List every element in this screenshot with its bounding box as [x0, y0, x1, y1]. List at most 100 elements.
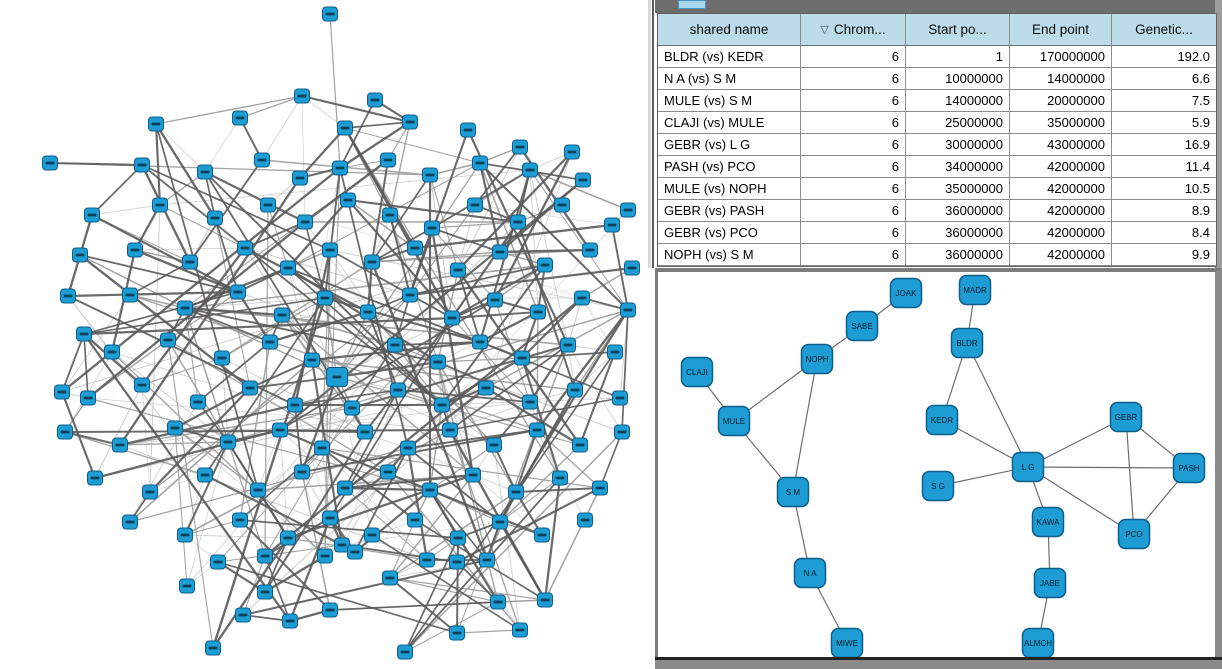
table-scrollbar-track[interactable] — [1215, 0, 1222, 268]
cell-value[interactable]: 5.9 — [1112, 112, 1216, 134]
subnetwork-nodes[interactable]: JOAK SABE NOPH CLAJI MULE S M N A MIWE MADR BLDR K… — [680, 274, 1206, 658]
table-row[interactable]: N A (vs) S M 6 10000000 14000000 6.6 — [658, 68, 1216, 90]
cell-value[interactable]: 6 — [801, 90, 906, 112]
subnetwork-node-mule[interactable]: MULE — [717, 405, 751, 437]
column-header-chrom-[interactable]: ▽ Chrom... — [801, 14, 906, 46]
cell-shared-name[interactable]: NOPH (vs) S M — [658, 244, 801, 266]
subnetwork-edge[interactable] — [1027, 416, 1127, 468]
table-top-tab[interactable] — [678, 0, 706, 9]
cell-value[interactable]: 10000000 — [906, 68, 1010, 90]
subnetwork-edge[interactable] — [1027, 466, 1190, 469]
cell-value[interactable]: 192.0 — [1112, 46, 1216, 68]
cell-value[interactable]: 170000000 — [1010, 46, 1112, 68]
cell-value[interactable]: 6 — [801, 200, 906, 222]
table-row[interactable]: GEBR (vs) PASH 6 36000000 42000000 8.9 — [658, 200, 1216, 222]
cell-value[interactable]: 35000000 — [1010, 112, 1112, 134]
column-header-end-point[interactable]: End point — [1010, 14, 1112, 46]
cell-value[interactable]: 10.5 — [1112, 178, 1216, 200]
cell-shared-name[interactable]: GEBR (vs) PCO — [658, 222, 801, 244]
table-row[interactable]: CLAJI (vs) MULE 6 25000000 35000000 5.9 — [658, 112, 1216, 134]
subnetwork-node-kawa[interactable]: KAWA — [1031, 506, 1065, 538]
subnetwork-node-kedr[interactable]: KEDR — [925, 404, 959, 436]
subnetwork-node-claji[interactable]: CLAJI — [680, 356, 714, 388]
cell-value[interactable]: 14000000 — [1010, 68, 1112, 90]
cell-value[interactable]: 35000000 — [906, 178, 1010, 200]
subnetwork-node-l-g[interactable]: L G — [1011, 451, 1045, 483]
cell-value[interactable]: 20000000 — [1010, 90, 1112, 112]
cell-shared-name[interactable]: MULE (vs) S M — [658, 90, 801, 112]
cell-value[interactable]: 42000000 — [1010, 156, 1112, 178]
subnetwork-edge[interactable] — [1027, 466, 1135, 535]
cell-shared-name[interactable]: BLDR (vs) KEDR — [658, 46, 801, 68]
cell-value[interactable]: 1 — [906, 46, 1010, 68]
subnetwork-node-sabe[interactable]: SABE — [845, 310, 879, 342]
cell-value[interactable]: 8.9 — [1112, 200, 1216, 222]
cell-value[interactable]: 42000000 — [1010, 222, 1112, 244]
subnetwork-node-s-m[interactable]: S M — [776, 476, 810, 508]
column-header-genetic-[interactable]: Genetic... — [1112, 14, 1216, 46]
subnetwork-node-s-g[interactable]: S G — [921, 470, 955, 502]
cell-shared-name[interactable]: GEBR (vs) PASH — [658, 200, 801, 222]
cell-value[interactable]: 36000000 — [906, 222, 1010, 244]
cell-value[interactable]: 34000000 — [906, 156, 1010, 178]
network-edges[interactable] — [49, 13, 633, 653]
subnetwork-node-bldr[interactable]: BLDR — [950, 327, 984, 359]
subnetwork-node-noph[interactable]: NOPH — [800, 343, 834, 375]
table-row[interactable]: GEBR (vs) PCO 6 36000000 42000000 8.4 — [658, 222, 1216, 244]
sort-descending-icon[interactable]: ▽ — [820, 24, 829, 36]
cell-value[interactable]: 16.9 — [1112, 134, 1216, 156]
subnetwork-node-almch[interactable]: ALMCH — [1021, 627, 1055, 658]
subnetwork-canvas[interactable]: JOAK SABE NOPH CLAJI MULE S M N A MIWE MADR BLDR K… — [658, 272, 1215, 657]
column-header-start-po-[interactable]: Start po... — [906, 14, 1010, 46]
cell-value[interactable]: 7.5 — [1112, 90, 1216, 112]
cell-value[interactable]: 36000000 — [906, 244, 1010, 266]
subnetwork-edge[interactable] — [792, 358, 818, 493]
cell-value[interactable]: 11.4 — [1112, 156, 1216, 178]
subnetwork-edges[interactable] — [696, 289, 1190, 644]
subnetwork-node-madr[interactable]: MADR — [958, 274, 992, 306]
cell-shared-name[interactable]: GEBR (vs) L G — [658, 134, 801, 156]
cell-value[interactable]: 6 — [801, 244, 906, 266]
table-row[interactable]: GEBR (vs) L G 6 30000000 43000000 16.9 — [658, 134, 1216, 156]
main-network-canvas[interactable] — [0, 0, 650, 669]
cell-value[interactable]: 6 — [801, 222, 906, 244]
cell-shared-name[interactable]: PASH (vs) PCO — [658, 156, 801, 178]
cell-value[interactable]: 42000000 — [1010, 244, 1112, 266]
cell-value[interactable]: 6.6 — [1112, 68, 1216, 90]
cell-shared-name[interactable]: CLAJI (vs) MULE — [658, 112, 801, 134]
table-row[interactable]: NOPH (vs) S M 6 36000000 42000000 9.9 — [658, 244, 1216, 266]
subnetwork-node-pco[interactable]: PCO — [1117, 518, 1151, 550]
subnetwork-node-miwe[interactable]: MIWE — [830, 627, 864, 658]
subnetwork-node-jabe[interactable]: JABE — [1033, 567, 1067, 599]
cell-value[interactable]: 30000000 — [906, 134, 1010, 156]
cell-value[interactable]: 6 — [801, 178, 906, 200]
subnetwork-edge[interactable] — [966, 342, 1029, 468]
cell-value[interactable]: 9.9 — [1112, 244, 1216, 266]
network-nodes[interactable] — [42, 6, 640, 660]
panel-splitter[interactable] — [648, 0, 651, 268]
cell-value[interactable]: 8.4 — [1112, 222, 1216, 244]
cell-value[interactable]: 6 — [801, 68, 906, 90]
cell-shared-name[interactable]: MULE (vs) NOPH — [658, 178, 801, 200]
subnetwork-node-pash[interactable]: PASH — [1172, 452, 1206, 484]
cell-value[interactable]: 25000000 — [906, 112, 1010, 134]
cell-value[interactable]: 6 — [801, 134, 906, 156]
subnetwork-node-joak[interactable]: JOAK — [889, 277, 923, 309]
column-header-shared-name[interactable]: shared name — [658, 14, 801, 46]
cell-value[interactable]: 42000000 — [1010, 178, 1112, 200]
cell-shared-name[interactable]: N A (vs) S M — [658, 68, 801, 90]
subnetwork-node-n-a[interactable]: N A — [793, 557, 827, 589]
cell-value[interactable]: 14000000 — [906, 90, 1010, 112]
table-row[interactable]: BLDR (vs) KEDR 6 1 170000000 192.0 — [658, 46, 1216, 68]
table-row[interactable]: MULE (vs) NOPH 6 35000000 42000000 10.5 — [658, 178, 1216, 200]
table-row[interactable]: PASH (vs) PCO 6 34000000 42000000 11.4 — [658, 156, 1216, 178]
cell-value[interactable]: 36000000 — [906, 200, 1010, 222]
subnetwork-edge[interactable] — [1125, 416, 1135, 535]
cell-value[interactable]: 6 — [801, 46, 906, 68]
cell-value[interactable]: 43000000 — [1010, 134, 1112, 156]
subnetwork-node-gebr[interactable]: GEBR — [1109, 401, 1143, 433]
cell-value[interactable]: 6 — [801, 156, 906, 178]
cell-value[interactable]: 42000000 — [1010, 200, 1112, 222]
cell-value[interactable]: 6 — [801, 112, 906, 134]
table-row[interactable]: MULE (vs) S M 6 14000000 20000000 7.5 — [658, 90, 1216, 112]
